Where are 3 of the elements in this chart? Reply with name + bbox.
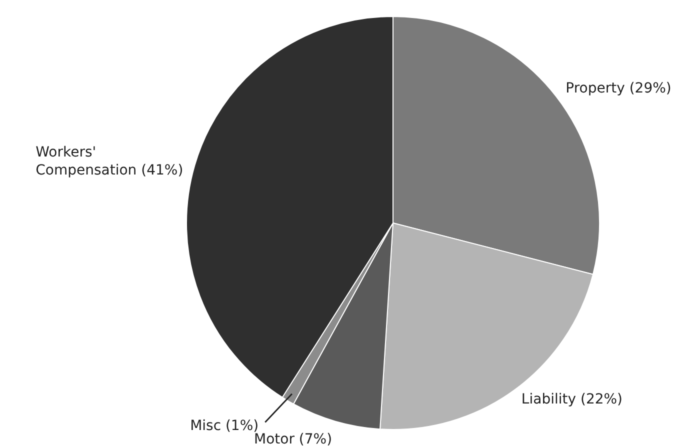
slice-label: Property (29%)	[566, 80, 672, 97]
slice-label: Workers' Compensation (41%)	[36, 144, 184, 179]
slice-label: Liability (22%)	[521, 391, 623, 408]
